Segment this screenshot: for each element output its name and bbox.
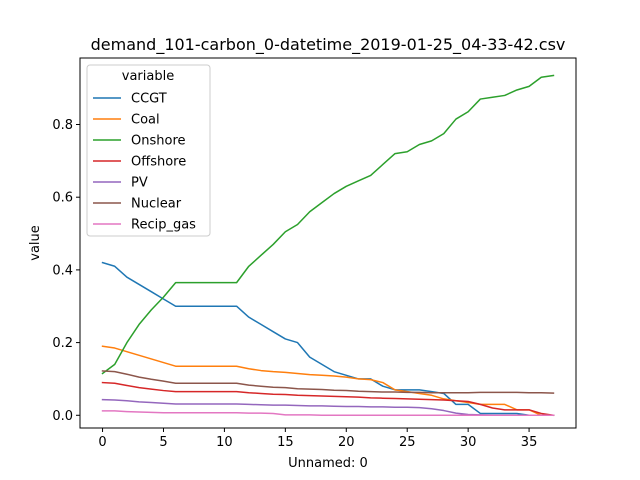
x-tick-label: 0 xyxy=(98,435,106,450)
y-axis-ticks: 0.0 0.2 0.4 0.6 0.8 xyxy=(52,118,80,424)
y-axis-label: value xyxy=(28,225,43,261)
axes-frame xyxy=(79,57,577,429)
plot-area: 0 5 10 15 20 25 30 35 0.0 0.2 0.4 0.6 0.8 xyxy=(52,57,577,450)
legend-item-nuclear: Nuclear xyxy=(93,197,182,212)
legend-label: Coal xyxy=(131,113,160,128)
legend-label: CCGT xyxy=(131,92,167,107)
legend-item-onshore: Onshore xyxy=(93,134,186,149)
x-tick-label: 20 xyxy=(338,435,355,450)
x-tick-label: 35 xyxy=(521,435,538,450)
y-tick-label: 0.4 xyxy=(52,263,73,278)
legend-item-pv: PV xyxy=(93,176,148,191)
chart-title: demand_101-carbon_0-datetime_2019-01-25_… xyxy=(91,35,566,55)
legend-item-coal: Coal xyxy=(93,113,160,128)
y-tick-label: 0.8 xyxy=(52,118,73,133)
legend: variable CCGT Coal Onshore Offshore PV Nuclea… xyxy=(86,64,211,237)
x-axis-label: Unnamed: 0 xyxy=(288,456,368,471)
series-line-offshore xyxy=(101,381,555,417)
x-tick-label: 5 xyxy=(159,435,167,450)
series-line-onshore xyxy=(101,74,555,375)
x-tick-label: 15 xyxy=(277,435,294,450)
legend-label: PV xyxy=(131,176,148,191)
series-line-nuclear xyxy=(101,370,555,394)
y-tick-label: 0.2 xyxy=(52,336,73,351)
series-layer xyxy=(101,74,555,417)
series-line-recip-gas xyxy=(101,410,555,417)
x-tick-label: 10 xyxy=(216,435,233,450)
y-tick-label: 0.0 xyxy=(52,409,73,424)
legend-item-ccgt: CCGT xyxy=(93,92,167,107)
legend-items: CCGT Coal Onshore Offshore PV Nuclear Recip_ga… xyxy=(93,92,196,233)
legend-title: variable xyxy=(122,69,174,84)
y-tick-label: 0.6 xyxy=(52,191,73,206)
x-axis-ticks: 0 5 10 15 20 25 30 35 xyxy=(98,428,537,450)
legend-label: Nuclear xyxy=(131,197,182,212)
series-line-ccgt xyxy=(101,261,555,417)
x-tick-label: 25 xyxy=(399,435,416,450)
legend-box xyxy=(86,64,211,237)
legend-label: Onshore xyxy=(131,134,186,149)
legend-label: Offshore xyxy=(131,155,186,170)
x-tick-label: 30 xyxy=(460,435,477,450)
legend-item-recip-gas: Recip_gas xyxy=(93,218,196,233)
legend-item-offshore: Offshore xyxy=(93,155,186,170)
legend-label: Recip_gas xyxy=(131,218,196,233)
